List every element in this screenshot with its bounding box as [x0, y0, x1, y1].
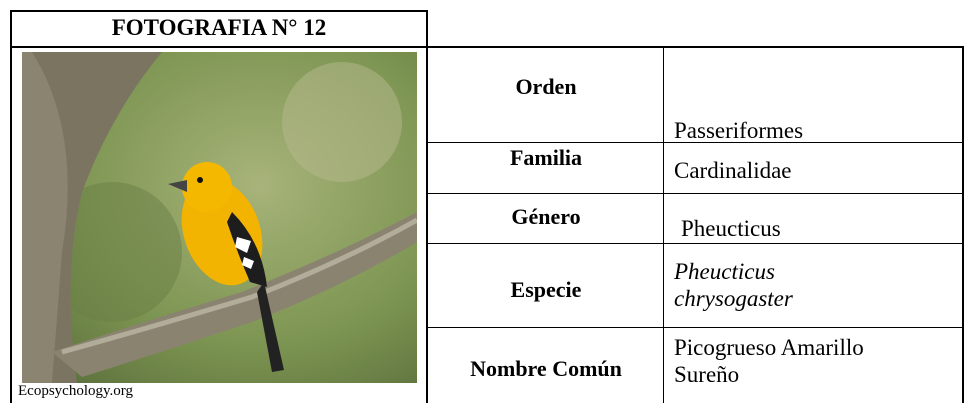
border	[10, 10, 12, 403]
border	[427, 327, 963, 328]
row-value: Cardinalidae	[674, 158, 792, 183]
row-value: Pheucticus	[681, 216, 781, 241]
border	[10, 10, 427, 12]
row-label: Especie	[510, 277, 582, 302]
border	[427, 193, 963, 194]
row-label: Familia	[509, 145, 583, 170]
border	[426, 10, 428, 403]
row-label: Orden	[515, 74, 577, 99]
row-label: Género	[511, 204, 581, 229]
border	[427, 142, 963, 143]
border	[10, 46, 964, 48]
border	[663, 46, 664, 403]
photo-credit: Ecopsychology.org	[18, 383, 133, 399]
row-label: Nombre Común	[470, 356, 622, 381]
row-value: Passeriformes	[674, 118, 804, 143]
photo-title: FOTOGRAFIA N° 12	[111, 15, 327, 40]
border	[962, 46, 964, 403]
border	[427, 243, 963, 244]
photo	[22, 52, 417, 383]
row-value: Pheucticus chrysogaster	[674, 259, 793, 311]
row-value: Picogrueso Amarillo Sureño	[674, 335, 864, 387]
